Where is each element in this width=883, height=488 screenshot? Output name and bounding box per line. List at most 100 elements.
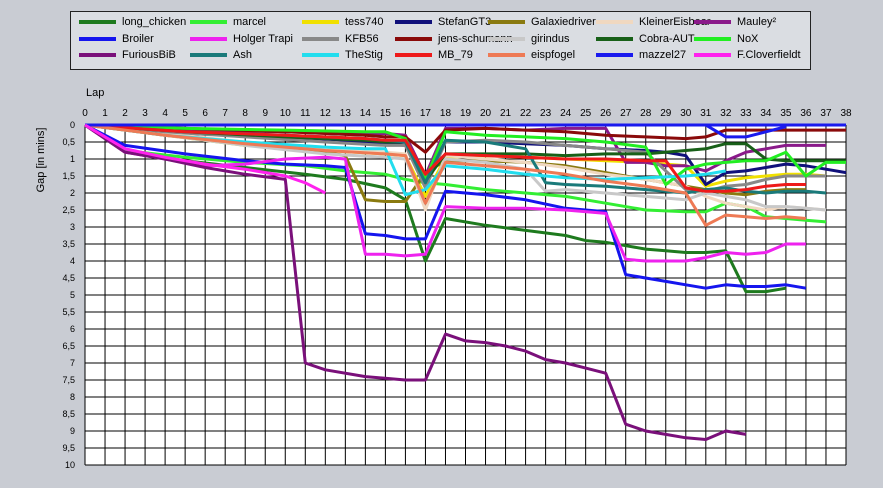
y-tick-label: 3 bbox=[70, 222, 75, 232]
legend-swatch bbox=[79, 20, 116, 24]
y-tick-label: 9,5 bbox=[62, 443, 75, 453]
legend-label: Cobra-AUT bbox=[639, 33, 695, 45]
legend-swatch bbox=[488, 53, 525, 57]
x-tick-label: 23 bbox=[540, 108, 552, 119]
x-tick-label: 35 bbox=[780, 108, 792, 119]
x-tick-label: 27 bbox=[620, 108, 632, 119]
x-tick-label: 9 bbox=[262, 108, 268, 119]
x-tick-label: 7 bbox=[222, 108, 228, 119]
legend-label: eispfogel bbox=[531, 49, 576, 61]
legend-label: girindus bbox=[531, 33, 570, 45]
x-tick-label: 37 bbox=[820, 108, 832, 119]
series-line-cobra-aut bbox=[84, 123, 846, 183]
y-tick-label: 7,5 bbox=[62, 375, 75, 385]
legend-item: FuriousBiB bbox=[79, 48, 176, 62]
y-tick-label: 5 bbox=[70, 290, 75, 300]
x-tick-label: 33 bbox=[740, 108, 752, 119]
legend-item: NoX bbox=[694, 32, 758, 46]
x-tick-label: 28 bbox=[640, 108, 652, 119]
x-tick-label: 10 bbox=[280, 108, 292, 119]
legend-label: TheStig bbox=[345, 49, 383, 61]
y-tick-label: 9 bbox=[70, 426, 75, 436]
x-tick-label: 21 bbox=[500, 108, 512, 119]
legend-swatch bbox=[596, 37, 633, 41]
x-tick-label: 38 bbox=[840, 108, 852, 119]
series-line-long-chicken bbox=[84, 123, 787, 294]
legend-swatch bbox=[79, 37, 116, 41]
legend-label: StefanGT3 bbox=[438, 16, 492, 28]
legend-swatch bbox=[596, 53, 633, 57]
x-tick-label: 17 bbox=[420, 108, 432, 119]
x-tick-label: 31 bbox=[700, 108, 712, 119]
legend-label: mazzel27 bbox=[639, 49, 687, 61]
series-line-thestig bbox=[84, 123, 727, 197]
x-tick-label: 11 bbox=[300, 108, 311, 119]
series-line-furiousbib bbox=[84, 123, 747, 441]
legend-item: long_chicken bbox=[79, 15, 186, 29]
x-tick-label: 36 bbox=[800, 108, 812, 119]
series-line-kfb56 bbox=[84, 123, 826, 193]
legend-item: mazzel27 bbox=[596, 48, 686, 62]
x-tick-label: 24 bbox=[560, 108, 572, 119]
y-axis-label: Gap [in mins] bbox=[35, 128, 47, 193]
x-tick-label: 5 bbox=[182, 108, 188, 119]
legend-item: KFB56 bbox=[302, 32, 379, 46]
x-tick-label: 34 bbox=[760, 108, 772, 119]
legend-label: F.Cloverfieldt bbox=[737, 49, 801, 61]
x-tick-label: 19 bbox=[460, 108, 472, 119]
x-tick-label: 25 bbox=[580, 108, 592, 119]
legend-swatch bbox=[79, 53, 116, 57]
legend: long_chicken marcel tess740 StefanGT3 Galaxi… bbox=[70, 11, 811, 70]
legend-swatch bbox=[190, 37, 227, 41]
y-tick-label: 8 bbox=[70, 392, 75, 402]
series-line-holger-trapi bbox=[84, 123, 806, 263]
series-line-broiler bbox=[84, 123, 807, 290]
legend-swatch bbox=[302, 53, 339, 57]
x-tick-label: 18 bbox=[440, 108, 452, 119]
y-tick-label: 0 bbox=[70, 120, 75, 130]
legend-item: TheStig bbox=[302, 48, 383, 62]
x-tick-label: 29 bbox=[660, 108, 672, 119]
grid bbox=[84, 123, 847, 466]
legend-item: Holger Trapi bbox=[190, 32, 293, 46]
legend-label: FuriousBiB bbox=[122, 49, 176, 61]
x-tick-label: 16 bbox=[400, 108, 412, 119]
legend-label: NoX bbox=[737, 33, 759, 45]
series-line-mazzel27 bbox=[85, 123, 787, 139]
series-line-eispfogel bbox=[84, 123, 807, 227]
y-tick-label: 4,5 bbox=[62, 273, 75, 283]
series-line-f-cloverfieldt bbox=[84, 123, 326, 195]
legend-item: eispfogel bbox=[488, 48, 575, 62]
y-tick-label: 5,5 bbox=[62, 307, 75, 317]
legend-item: marcel bbox=[190, 15, 266, 29]
x-tick-label: 13 bbox=[340, 108, 352, 119]
legend-swatch bbox=[488, 20, 525, 24]
legend-swatch bbox=[190, 20, 227, 24]
legend-label: Ash bbox=[233, 49, 252, 61]
x-tick-label: 30 bbox=[680, 108, 692, 119]
legend-label: jens-schumann bbox=[438, 33, 513, 45]
x-tick-label: 2 bbox=[122, 108, 128, 119]
tick-labels: 0 0,5 1 1,5 2 2,5 3 3,5 4 4,5 5 5,5 6 6,5 7 7,5 8 8,5 9 9,5… bbox=[62, 108, 852, 470]
legend-label: long_chicken bbox=[122, 16, 187, 28]
legend-swatch bbox=[694, 37, 731, 41]
legend-label: Mauley² bbox=[737, 16, 777, 28]
y-tick-label: 6 bbox=[70, 324, 75, 334]
legend-item: Mauley² bbox=[694, 15, 776, 29]
x-tick-label: 12 bbox=[320, 108, 332, 119]
legend-label: KleinerEisbear bbox=[639, 16, 711, 28]
x-tick-label: 32 bbox=[720, 108, 732, 119]
y-tick-label: 8,5 bbox=[62, 409, 75, 419]
series-line-girindus bbox=[84, 123, 827, 212]
x-tick-label: 20 bbox=[480, 108, 492, 119]
y-tick-label: 0,5 bbox=[62, 137, 75, 147]
y-tick-label: 4 bbox=[70, 256, 75, 266]
legend-label: Holger Trapi bbox=[233, 33, 293, 45]
legend-item: KleinerEisbear bbox=[596, 15, 711, 29]
legend-swatch bbox=[488, 37, 525, 41]
x-tick-label: 0 bbox=[82, 108, 88, 119]
x-tick-label: 22 bbox=[520, 108, 532, 119]
y-tick-label: 2 bbox=[70, 188, 75, 198]
legend-swatch bbox=[302, 20, 339, 24]
legend-label: marcel bbox=[233, 16, 267, 28]
